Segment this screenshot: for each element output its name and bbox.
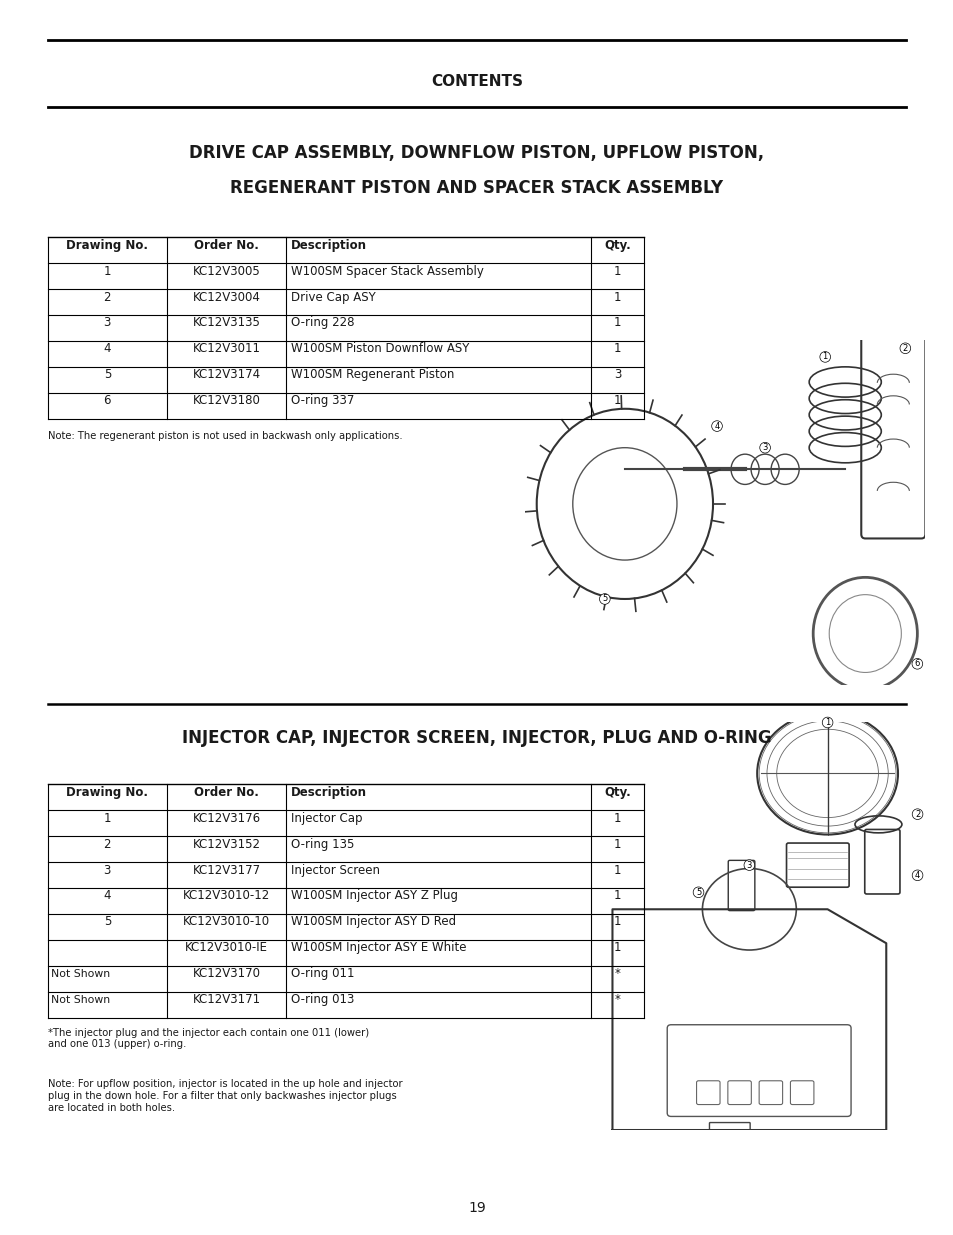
- Text: 4: 4: [104, 889, 111, 903]
- Text: 1: 1: [614, 837, 620, 851]
- Text: KC12V3152: KC12V3152: [193, 837, 260, 851]
- Text: Note: For upflow position, injector is located in the up hole and injector
plug : Note: For upflow position, injector is l…: [48, 1079, 402, 1113]
- Text: W100SM Regenerant Piston: W100SM Regenerant Piston: [291, 368, 454, 382]
- Text: 3: 3: [104, 316, 111, 330]
- Text: 3: 3: [761, 443, 767, 452]
- Text: CONTENTS: CONTENTS: [431, 74, 522, 89]
- Text: 1: 1: [614, 811, 620, 825]
- Text: KC12V3010-12: KC12V3010-12: [183, 889, 270, 903]
- Text: 1: 1: [824, 718, 829, 727]
- Text: KC12V3170: KC12V3170: [193, 967, 260, 981]
- Text: 1: 1: [614, 915, 620, 929]
- Text: KC12V3135: KC12V3135: [193, 316, 260, 330]
- Text: KC12V3174: KC12V3174: [193, 368, 260, 382]
- Text: KC12V3180: KC12V3180: [193, 394, 260, 408]
- Text: 3: 3: [104, 863, 111, 877]
- Text: O-ring 228: O-ring 228: [291, 316, 355, 330]
- Text: O-ring 337: O-ring 337: [291, 394, 354, 408]
- Text: 5: 5: [104, 368, 111, 382]
- Text: Not Shown: Not Shown: [51, 968, 110, 979]
- Text: INJECTOR CAP, INJECTOR SCREEN, INJECTOR, PLUG AND O-RING: INJECTOR CAP, INJECTOR SCREEN, INJECTOR,…: [182, 729, 771, 747]
- Text: 1: 1: [614, 264, 620, 278]
- Text: Injector Cap: Injector Cap: [291, 811, 362, 825]
- Text: 1: 1: [614, 863, 620, 877]
- Text: KC12V3004: KC12V3004: [193, 290, 260, 304]
- Text: O-ring 135: O-ring 135: [291, 837, 354, 851]
- Text: 2: 2: [104, 290, 111, 304]
- Text: 6: 6: [104, 394, 111, 408]
- Text: *The injector plug and the injector each contain one 011 (lower)
and one 013 (up: *The injector plug and the injector each…: [48, 1028, 369, 1049]
- Text: Order No.: Order No.: [193, 785, 259, 799]
- Text: 19: 19: [468, 1200, 485, 1215]
- Text: 4: 4: [914, 871, 920, 879]
- Text: 1: 1: [614, 941, 620, 955]
- Text: 2: 2: [902, 343, 907, 353]
- Text: 1: 1: [614, 316, 620, 330]
- Text: Description: Description: [291, 238, 367, 252]
- Text: Order No.: Order No.: [193, 238, 259, 252]
- Text: W100SM Spacer Stack Assembly: W100SM Spacer Stack Assembly: [291, 264, 483, 278]
- Text: 2: 2: [914, 810, 920, 819]
- Text: Not Shown: Not Shown: [51, 994, 110, 1005]
- Text: W100SM Injector ASY E White: W100SM Injector ASY E White: [291, 941, 466, 955]
- Text: 1: 1: [614, 394, 620, 408]
- Text: W100SM Injector ASY Z Plug: W100SM Injector ASY Z Plug: [291, 889, 457, 903]
- Text: 5: 5: [601, 594, 607, 604]
- Text: Drawing No.: Drawing No.: [67, 238, 148, 252]
- Text: KC12V3011: KC12V3011: [193, 342, 260, 356]
- Text: 2: 2: [104, 837, 111, 851]
- Text: Note: The regenerant piston is not used in backwash only applications.: Note: The regenerant piston is not used …: [48, 431, 402, 441]
- Text: 6: 6: [914, 659, 919, 668]
- Text: KC12V3010-10: KC12V3010-10: [183, 915, 270, 929]
- Text: 5: 5: [695, 888, 700, 897]
- Text: Description: Description: [291, 785, 367, 799]
- Text: KC12V3005: KC12V3005: [193, 264, 260, 278]
- Text: Injector Screen: Injector Screen: [291, 863, 379, 877]
- Text: Drive Cap ASY: Drive Cap ASY: [291, 290, 375, 304]
- Text: W100SM Injector ASY D Red: W100SM Injector ASY D Red: [291, 915, 456, 929]
- Text: 1: 1: [104, 811, 111, 825]
- Text: DRIVE CAP ASSEMBLY, DOWNFLOW PISTON, UPFLOW PISTON,: DRIVE CAP ASSEMBLY, DOWNFLOW PISTON, UPF…: [190, 144, 763, 163]
- Text: *: *: [614, 993, 620, 1007]
- Text: 4: 4: [104, 342, 111, 356]
- Text: W100SM Piston Downflow ASY: W100SM Piston Downflow ASY: [291, 342, 469, 356]
- Text: O-ring 011: O-ring 011: [291, 967, 355, 981]
- Text: 1: 1: [614, 342, 620, 356]
- Text: REGENERANT PISTON AND SPACER STACK ASSEMBLY: REGENERANT PISTON AND SPACER STACK ASSEM…: [231, 179, 722, 198]
- Text: KC12V3177: KC12V3177: [193, 863, 260, 877]
- Text: KC12V3176: KC12V3176: [193, 811, 260, 825]
- Text: 4: 4: [714, 421, 719, 431]
- Text: 1: 1: [614, 290, 620, 304]
- Text: O-ring 013: O-ring 013: [291, 993, 354, 1007]
- Text: KC12V3171: KC12V3171: [193, 993, 260, 1007]
- Text: 1: 1: [821, 352, 827, 362]
- Text: Drawing No.: Drawing No.: [67, 785, 148, 799]
- Text: KC12V3010-IE: KC12V3010-IE: [185, 941, 268, 955]
- Text: 3: 3: [746, 861, 751, 869]
- Text: 1: 1: [104, 264, 111, 278]
- Text: 3: 3: [614, 368, 620, 382]
- Text: 5: 5: [104, 915, 111, 929]
- Text: *: *: [614, 967, 620, 981]
- Text: 1: 1: [614, 889, 620, 903]
- Text: Qty.: Qty.: [603, 238, 631, 252]
- Text: Qty.: Qty.: [603, 785, 631, 799]
